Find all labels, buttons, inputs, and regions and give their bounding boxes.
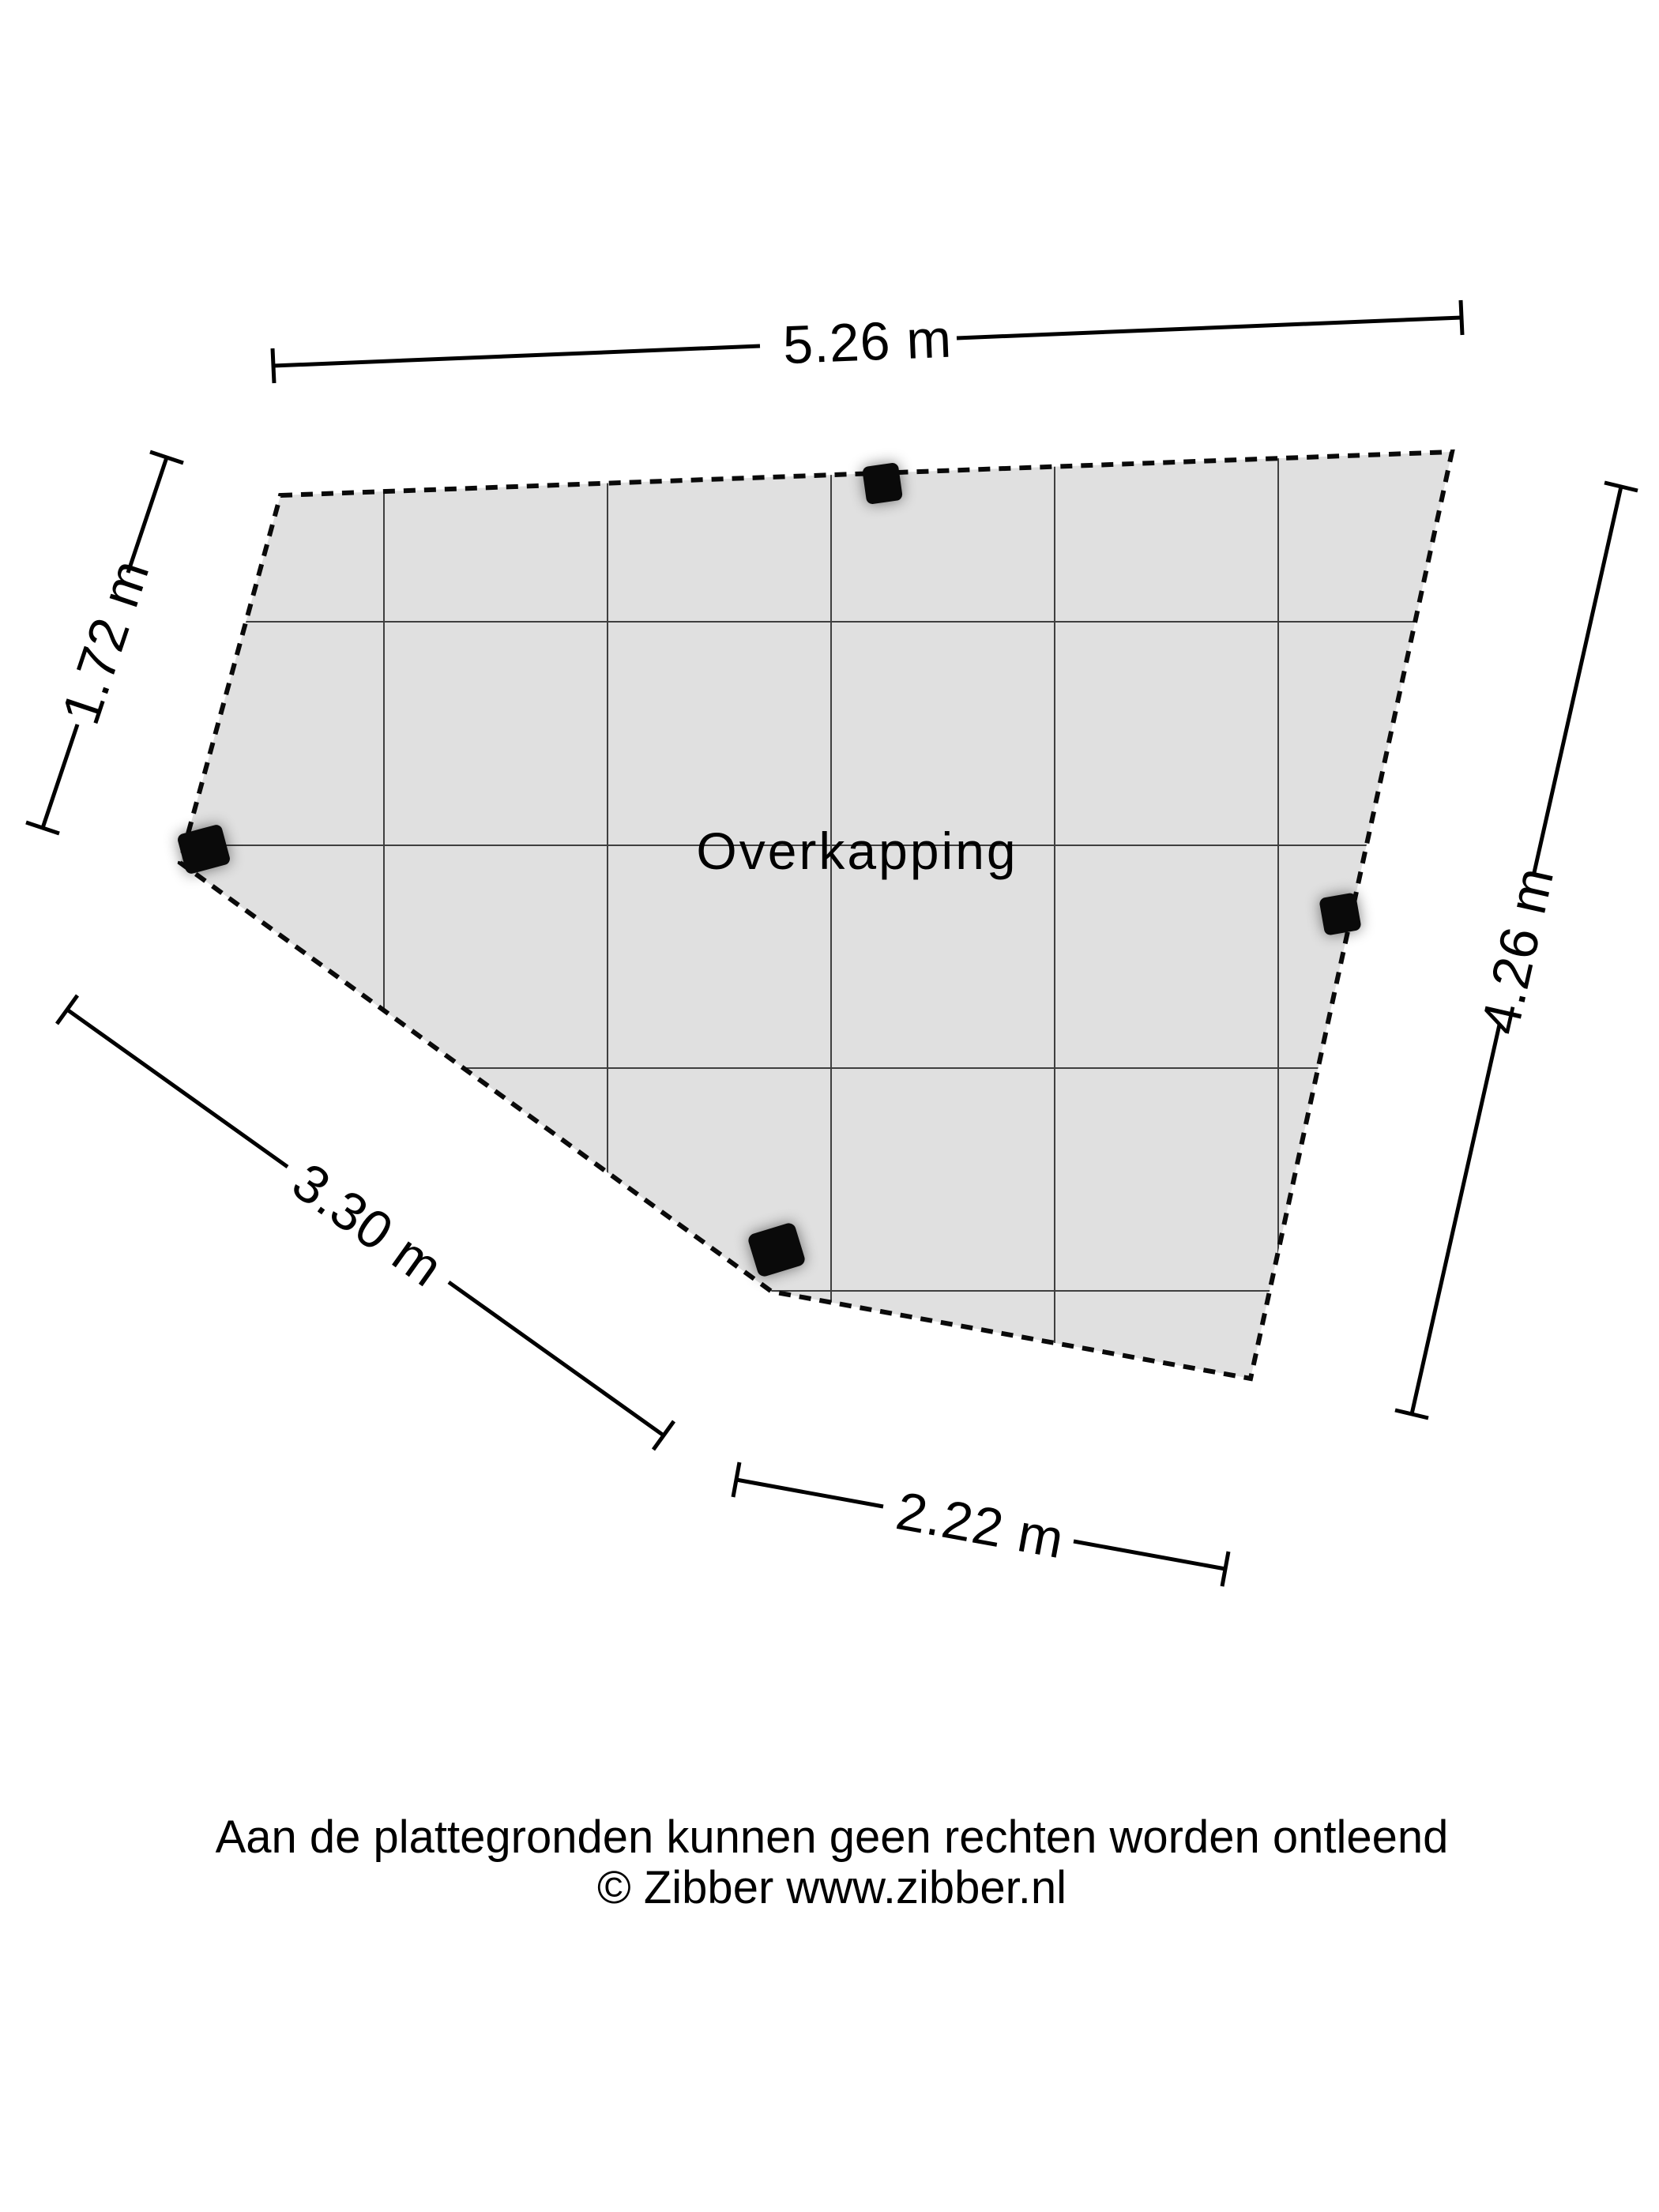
- dimension-label-bottom: 2.22 m: [892, 1480, 1069, 1570]
- post-icon: [1319, 893, 1361, 935]
- dimension-bottom: [731, 1462, 1231, 1587]
- dimension-label-left: 1.72 m: [51, 552, 161, 732]
- dimension-tick: [1394, 1408, 1429, 1420]
- dimension-tick: [1604, 480, 1638, 493]
- dimension-tick: [149, 450, 184, 465]
- roof-dashed-outline: [177, 449, 1455, 1382]
- dimension-right: [1394, 480, 1638, 1420]
- dimension-tick: [55, 994, 80, 1025]
- dimension-label-right: 4.26 m: [1469, 861, 1565, 1039]
- post-right: [1319, 893, 1361, 935]
- post-top: [862, 463, 903, 504]
- dimension-left: [25, 450, 184, 836]
- dimension-tick: [731, 1462, 742, 1498]
- dimension-tick: [1220, 1551, 1231, 1587]
- dimension-label-bottom-left: 3.30 m: [281, 1152, 453, 1299]
- footer-copyright: © Zibber www.zibber.nl: [597, 1862, 1066, 1913]
- dimension-top: [270, 299, 1465, 384]
- dimension-tick: [270, 348, 276, 384]
- roof-area: [180, 452, 1452, 1379]
- dimension-tick: [1458, 299, 1465, 336]
- dimension-label-top: 5.26 m: [782, 309, 954, 376]
- post-icon: [862, 463, 903, 504]
- dimension-tick: [651, 1420, 676, 1451]
- post-bottom: [748, 1223, 805, 1277]
- dimension-tick: [25, 820, 60, 836]
- room-label: Overkapping: [696, 822, 1018, 880]
- post-icon: [178, 825, 230, 874]
- footer-disclaimer: Aan de plattegronden kunnen geen rechten…: [216, 1811, 1449, 1863]
- dimension-bottom-left: [55, 994, 676, 1451]
- post-icon: [748, 1223, 805, 1277]
- post-left: [178, 825, 230, 874]
